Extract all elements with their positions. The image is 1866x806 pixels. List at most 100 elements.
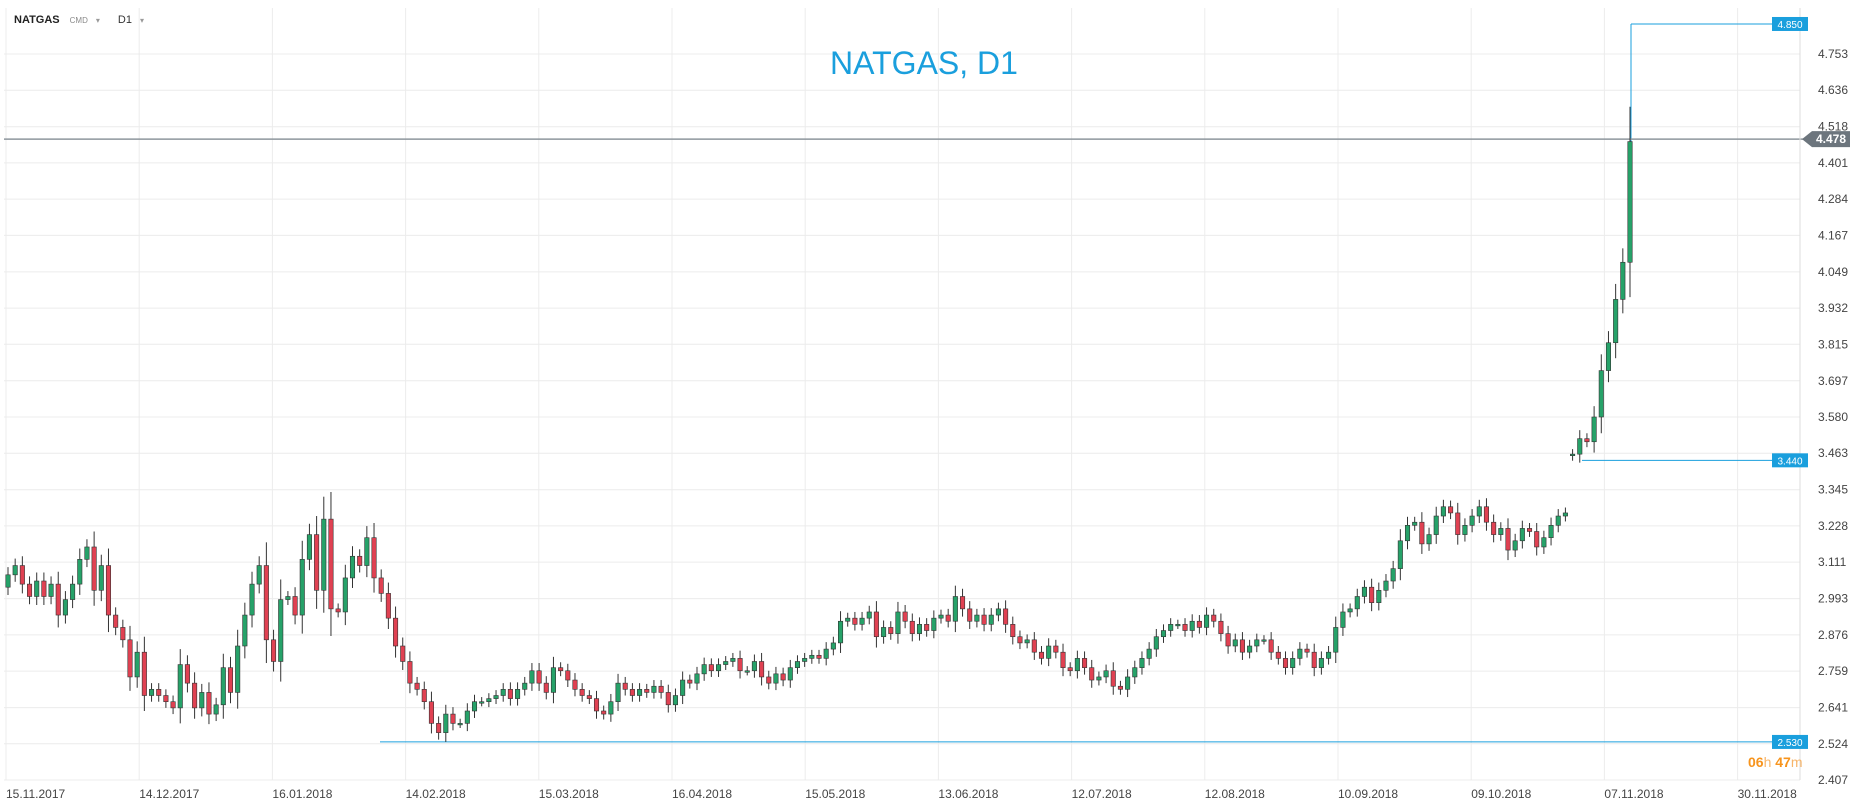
candle[interactable] bbox=[751, 654, 757, 678]
candle[interactable] bbox=[206, 682, 212, 725]
candle[interactable] bbox=[1548, 517, 1554, 546]
candle[interactable] bbox=[486, 693, 492, 708]
candle[interactable] bbox=[1526, 522, 1533, 537]
candle[interactable] bbox=[428, 691, 434, 734]
candle[interactable] bbox=[845, 612, 851, 627]
candle[interactable] bbox=[1268, 632, 1274, 660]
candle[interactable] bbox=[292, 587, 298, 625]
candle[interactable] bbox=[866, 605, 872, 625]
candle[interactable] bbox=[19, 556, 25, 594]
candle[interactable] bbox=[665, 684, 671, 713]
candle[interactable] bbox=[91, 531, 97, 606]
candle[interactable] bbox=[1562, 507, 1568, 522]
candle[interactable] bbox=[1010, 616, 1016, 645]
candle[interactable] bbox=[644, 683, 650, 698]
candle[interactable] bbox=[414, 676, 420, 696]
candle[interactable] bbox=[235, 629, 241, 709]
candle[interactable] bbox=[149, 683, 155, 702]
candle[interactable] bbox=[349, 546, 356, 588]
candle[interactable] bbox=[895, 601, 901, 644]
candle[interactable] bbox=[802, 652, 808, 667]
candle[interactable] bbox=[1505, 518, 1511, 561]
candle[interactable] bbox=[608, 693, 614, 722]
candle[interactable] bbox=[967, 601, 973, 629]
candle[interactable] bbox=[550, 656, 556, 704]
candle[interactable] bbox=[852, 611, 858, 631]
candle[interactable] bbox=[543, 676, 549, 700]
candle[interactable] bbox=[1297, 642, 1303, 666]
candle[interactable] bbox=[314, 516, 320, 609]
candle[interactable] bbox=[1483, 498, 1489, 531]
candle[interactable] bbox=[960, 588, 966, 617]
candle[interactable] bbox=[342, 564, 348, 626]
candle[interactable] bbox=[27, 576, 33, 605]
candle[interactable] bbox=[105, 548, 112, 633]
candle[interactable] bbox=[952, 585, 958, 633]
candle[interactable] bbox=[493, 690, 499, 705]
candle[interactable] bbox=[1196, 615, 1202, 634]
candle[interactable] bbox=[1397, 529, 1403, 581]
candle[interactable] bbox=[141, 636, 147, 711]
candle[interactable] bbox=[134, 641, 140, 688]
candle[interactable] bbox=[1139, 651, 1145, 675]
candle[interactable] bbox=[1304, 643, 1310, 658]
candle[interactable] bbox=[1591, 406, 1597, 453]
candle[interactable] bbox=[1038, 646, 1045, 665]
candle[interactable] bbox=[1570, 449, 1576, 461]
candle[interactable] bbox=[1218, 613, 1224, 642]
candle[interactable] bbox=[838, 611, 844, 653]
candle[interactable] bbox=[1046, 638, 1052, 667]
candle[interactable] bbox=[1096, 671, 1102, 686]
candle[interactable] bbox=[41, 572, 47, 605]
candle[interactable] bbox=[1282, 651, 1289, 675]
candle[interactable] bbox=[1168, 618, 1174, 637]
candle[interactable] bbox=[464, 703, 470, 732]
candle[interactable] bbox=[77, 548, 83, 595]
candle[interactable] bbox=[1003, 600, 1009, 633]
candle[interactable] bbox=[177, 649, 183, 724]
candle[interactable] bbox=[457, 718, 463, 729]
candle[interactable] bbox=[1433, 506, 1439, 544]
candle[interactable] bbox=[974, 608, 980, 628]
candle[interactable] bbox=[1153, 628, 1159, 657]
candle[interactable] bbox=[1261, 635, 1267, 645]
candle[interactable] bbox=[565, 663, 571, 688]
candle[interactable] bbox=[593, 690, 600, 719]
candle[interactable] bbox=[213, 697, 219, 722]
candle[interactable] bbox=[723, 656, 729, 670]
candle[interactable] bbox=[1060, 643, 1066, 677]
candle[interactable] bbox=[1476, 499, 1482, 523]
candle[interactable] bbox=[263, 542, 269, 664]
candle[interactable] bbox=[945, 608, 951, 628]
candle[interactable] bbox=[1440, 499, 1446, 523]
candle[interactable] bbox=[558, 662, 564, 677]
candle[interactable] bbox=[364, 526, 370, 578]
marker-label[interactable]: 4.850 bbox=[1772, 16, 1808, 31]
candle[interactable] bbox=[1290, 651, 1296, 675]
candle[interactable] bbox=[701, 657, 707, 681]
candle[interactable] bbox=[306, 523, 312, 571]
candle[interactable] bbox=[1017, 630, 1023, 650]
candle[interactable] bbox=[1426, 527, 1432, 551]
candle[interactable] bbox=[1541, 530, 1547, 554]
candle[interactable] bbox=[84, 539, 90, 568]
candle[interactable] bbox=[299, 540, 305, 634]
candle[interactable] bbox=[220, 653, 226, 719]
candle[interactable] bbox=[909, 613, 915, 642]
candle[interactable] bbox=[1469, 509, 1475, 533]
candle[interactable] bbox=[98, 554, 104, 602]
candle[interactable] bbox=[479, 697, 485, 707]
candle[interactable] bbox=[1340, 603, 1346, 636]
candle[interactable] bbox=[378, 569, 384, 602]
candle[interactable] bbox=[242, 602, 248, 659]
candle[interactable] bbox=[256, 556, 262, 594]
candle[interactable] bbox=[629, 683, 635, 702]
candle[interactable] bbox=[572, 673, 578, 697]
candle[interactable] bbox=[1390, 560, 1396, 589]
candle[interactable] bbox=[601, 705, 607, 720]
candle[interactable] bbox=[1318, 651, 1324, 675]
candle[interactable] bbox=[1534, 522, 1540, 556]
marker-label[interactable]: 2.530 bbox=[1772, 734, 1808, 749]
candle[interactable] bbox=[12, 558, 18, 582]
candle[interactable] bbox=[507, 682, 513, 706]
